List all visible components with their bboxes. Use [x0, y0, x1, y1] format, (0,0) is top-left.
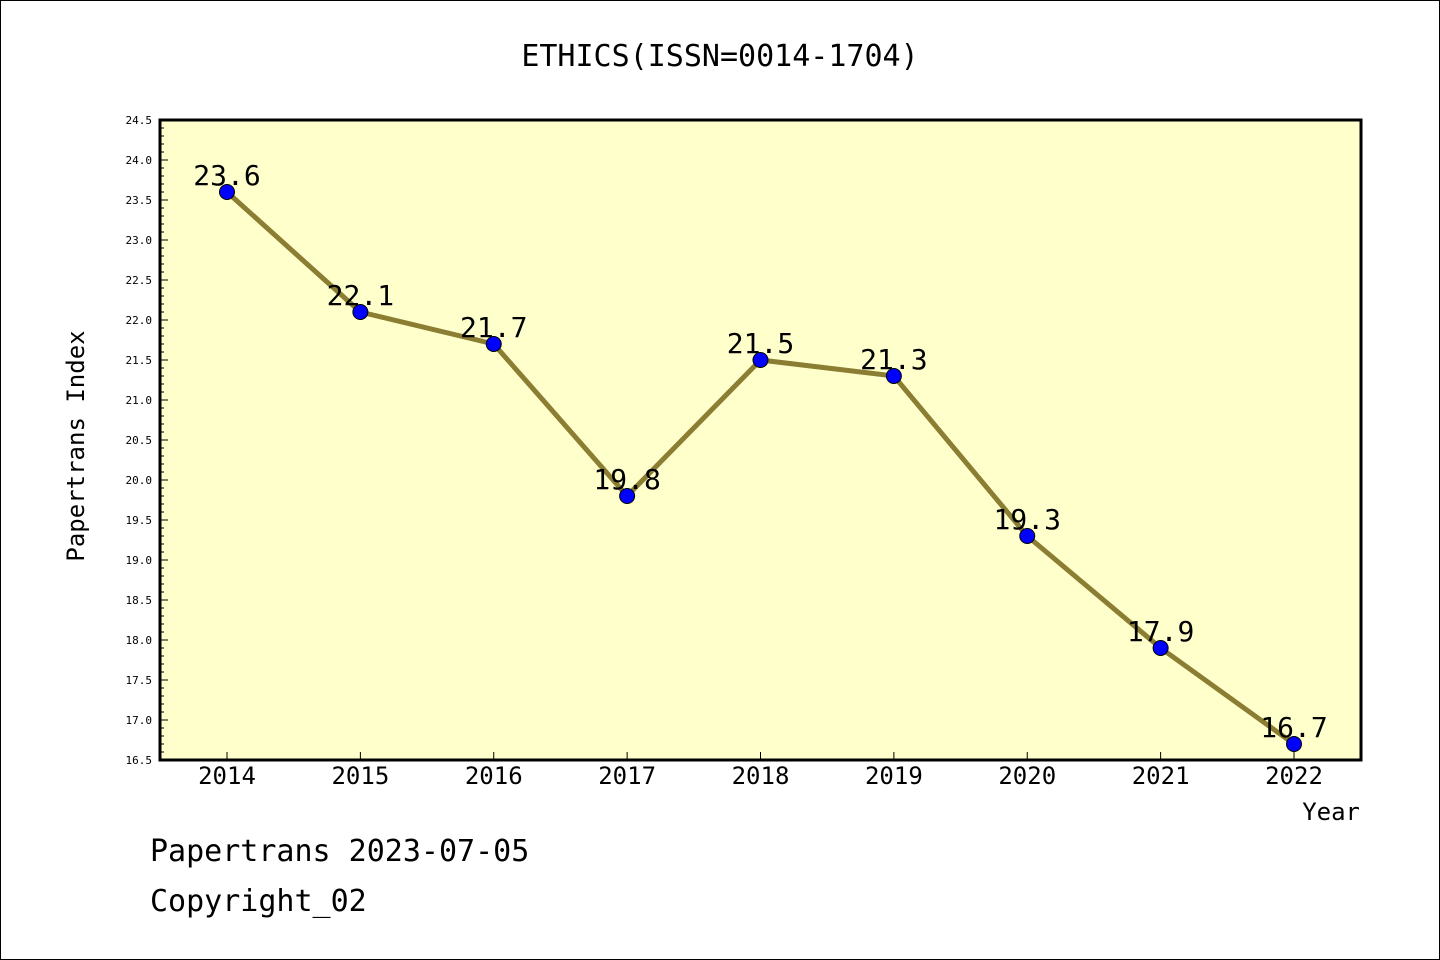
- data-label: 22.1: [327, 279, 394, 312]
- y-tick-label: 22.0: [126, 314, 153, 327]
- y-tick-label: 19.5: [126, 514, 153, 527]
- y-axis-label: Papertrans Index: [62, 330, 90, 561]
- x-tick-label: 2017: [598, 762, 656, 790]
- y-tick-label: 20.5: [126, 434, 153, 447]
- x-tick-label: 2019: [865, 762, 923, 790]
- data-point: [485, 336, 502, 352]
- x-tick-label: 2018: [732, 762, 790, 790]
- y-tick-label: 20.0: [126, 474, 153, 487]
- data-label: 19.8: [593, 463, 660, 496]
- x-tick-label: 2020: [998, 762, 1056, 790]
- data-label: 21.5: [727, 327, 794, 360]
- data-point: [219, 184, 235, 200]
- series-group: 23.6 22.1 21.7 19.8 21.5 21.3 19.3 17.9 16.7: [193, 159, 1328, 752]
- y-tick-label: 18.0: [126, 634, 153, 647]
- y-tick-label: 16.5: [126, 754, 153, 767]
- y-tick-label: 18.5: [126, 594, 153, 607]
- data-label: 19.3: [994, 503, 1061, 536]
- data-label: 16.7: [1260, 711, 1327, 744]
- x-tick-label: 2014: [198, 762, 256, 790]
- x-axis-label: Year: [1302, 798, 1360, 826]
- x-tick-label: 2016: [465, 762, 523, 790]
- data-point: [752, 352, 769, 368]
- x-tick-label: 2022: [1265, 762, 1323, 790]
- data-point: [1152, 640, 1169, 656]
- data-point: [885, 368, 902, 384]
- y-tick-label: 23.0: [126, 234, 153, 247]
- y-tick-label: 19.0: [126, 554, 153, 567]
- data-label: 21.3: [860, 343, 927, 376]
- y-axis: 16.5 17.0 17.5 18.0 18.5 19.0 19.5 20.0 20.5 21.0…: [126, 114, 168, 767]
- y-tick-label: 17.5: [126, 674, 153, 687]
- chart-title: ETHICS(ISSN=0014-1704): [521, 39, 918, 74]
- y-tick-label: 22.5: [126, 274, 153, 287]
- data-label: 17.9: [1127, 615, 1194, 648]
- data-point: [1019, 528, 1036, 544]
- x-tick-label: 2021: [1132, 762, 1190, 790]
- data-label: 21.7: [460, 311, 527, 344]
- y-tick-label: 24.0: [126, 154, 153, 167]
- y-tick-label: 21.5: [126, 354, 153, 367]
- x-tick-label: 2015: [331, 762, 389, 790]
- x-axis: 2014 2015 2016 2017 2018 2019 2020 2021 2022: [198, 752, 1323, 790]
- data-label: 23.6: [193, 159, 260, 192]
- y-tick-label: 17.0: [126, 714, 153, 727]
- footer-date-text: Papertrans 2023-07-05: [150, 834, 530, 869]
- data-point: [1286, 736, 1302, 752]
- y-tick-label: 23.5: [126, 194, 153, 207]
- data-point: [619, 488, 636, 504]
- y-tick-label: 21.0: [126, 394, 153, 407]
- data-point: [352, 304, 369, 320]
- y-tick-label: 24.5: [126, 114, 153, 127]
- footer-copyright-text: Copyright_02: [150, 884, 367, 919]
